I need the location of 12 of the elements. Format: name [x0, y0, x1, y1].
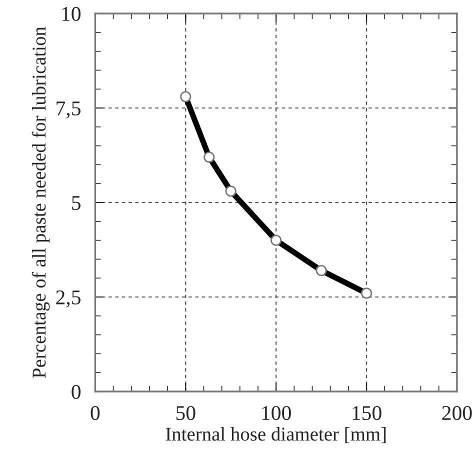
y-tick-label: 2,5: [56, 290, 80, 308]
x-tick-label: 150: [352, 406, 382, 420]
x-tick-label: 200: [442, 406, 472, 420]
x-tick-label: 50: [176, 406, 196, 420]
y-tick-label: 5: [72, 196, 80, 210]
y-axis-title: Percentage of all paste needed for lubrication: [32, 26, 50, 378]
y-tick-label: 10: [62, 6, 81, 21]
y-tick-label: 7,5: [56, 102, 80, 118]
x-axis-title: Internal hose diameter [mm]: [166, 427, 386, 444]
x-tick-label: 100: [262, 406, 291, 420]
y-tick-label: 0: [72, 384, 81, 399]
x-tick-label: 0: [90, 406, 100, 420]
